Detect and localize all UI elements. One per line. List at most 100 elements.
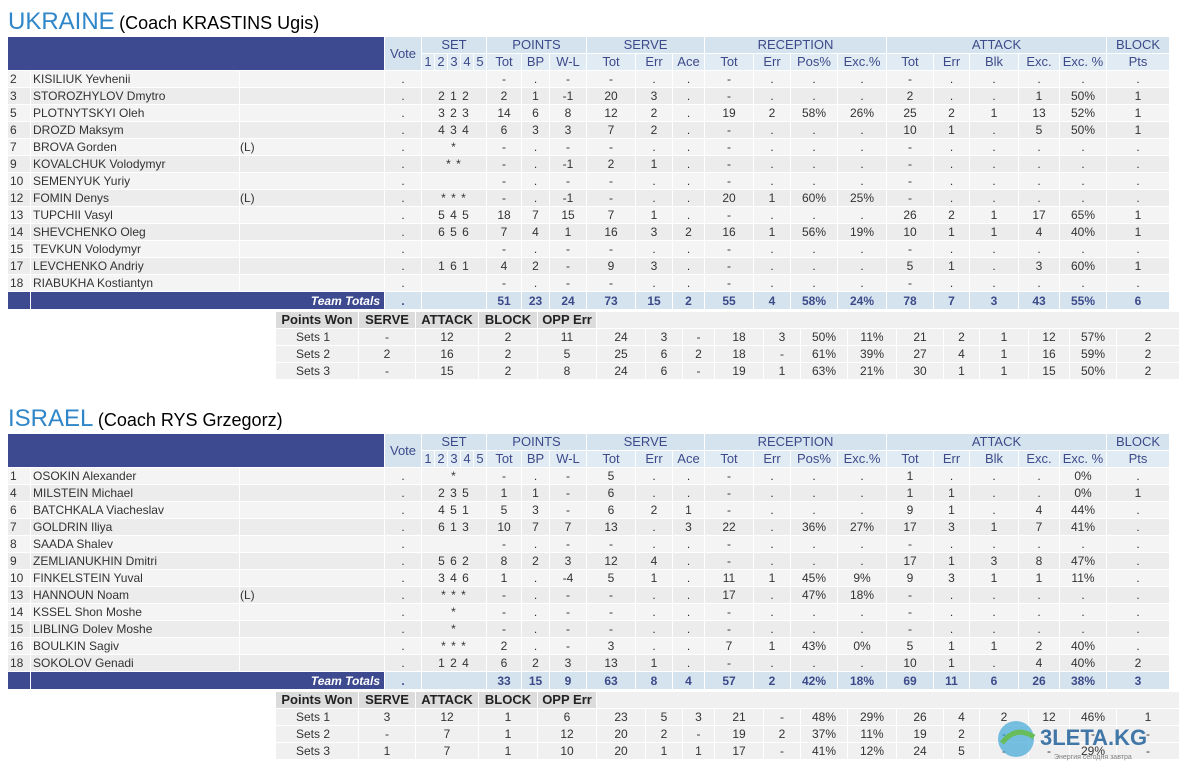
stat-b-pts: 1 (1107, 485, 1169, 501)
stat-r-pos: 56% (791, 224, 837, 240)
stat-p-tot: - (487, 621, 521, 637)
stat-a-blk: . (970, 604, 1018, 620)
stat-s-err: . (636, 241, 672, 257)
header-attack-col: Tot (887, 451, 933, 467)
stat-p-wl: 1 (550, 224, 586, 240)
player-vote: . (385, 638, 421, 654)
set-stat-serve: 2 (359, 346, 415, 362)
header-points-col: Tot (487, 54, 521, 70)
total-a-exc: 43 (1019, 292, 1059, 309)
stat-a-exc: . (1019, 241, 1059, 257)
set-stat-s-err: 6 (646, 363, 682, 379)
libero-tag: (L) (240, 587, 384, 603)
player-name: SAADA Shalev (31, 536, 239, 552)
player-row: 13 HANNOUN Noam (L). * * * -. - -.. 17. 47% 18% -.… (8, 587, 1169, 603)
player-sets (422, 536, 486, 552)
stat-p-tot: 5 (487, 502, 521, 518)
header-reception-col: Err (754, 54, 790, 70)
stat-a-err: 2 (934, 105, 969, 121)
stat-a-blk: . (970, 156, 1018, 172)
player-sets: 3 4 6 (422, 570, 486, 586)
stat-p-wl: - (550, 139, 586, 155)
total-b-pts: 6 (1107, 292, 1169, 309)
stat-a-err: 1 (934, 638, 969, 654)
set-stat-a-exc: 15 (1029, 363, 1069, 379)
stat-s-ace: . (673, 139, 704, 155)
stat-r-exc: . (838, 241, 886, 257)
stat-p-tot: - (487, 604, 521, 620)
sets-table: Points Won SERVE ATTACK BLOCK OPP Err Sets 1-… (275, 311, 1180, 380)
stat-p-bp: 7 (522, 207, 549, 223)
set-stat-opp: 10 (538, 743, 596, 759)
sets-header-cell: OPP Err (538, 692, 596, 708)
stat-s-ace: . (673, 71, 704, 87)
stat-a-excp: . (1060, 156, 1106, 172)
stat-a-exc: . (1019, 621, 1059, 637)
header-set-num: 4 (461, 54, 473, 70)
stat-p-tot: 1 (487, 570, 521, 586)
player-name: HANNOUN Noam (31, 587, 239, 603)
total-a-excp: 55% (1060, 292, 1106, 309)
libero-tag (240, 621, 384, 637)
totals-vote: . (385, 672, 421, 689)
stat-r-err: 2 (754, 105, 790, 121)
stat-s-tot: 5 (587, 468, 635, 484)
set-label: Sets 2 (276, 726, 358, 742)
stat-r-tot: - (705, 71, 753, 87)
stat-s-tot: - (587, 536, 635, 552)
stat-p-bp: 3 (522, 502, 549, 518)
stat-a-tot: - (887, 139, 933, 155)
stat-p-wl: - (550, 241, 586, 257)
stat-a-excp: . (1060, 190, 1106, 206)
set-stat-s-err: 5 (646, 709, 682, 725)
player-name: TEVKUN Volodymyr (31, 241, 239, 257)
stat-a-tot: - (887, 190, 933, 206)
team-stats-table: Vote SET POINTS SERVE RECEPTION ATTACK BLOCK 1 2… (7, 433, 1170, 690)
stat-s-err: 1 (636, 207, 672, 223)
header-attack-col: Exc. % (1060, 451, 1106, 467)
player-row: 6 DROZD Maksym. 4 3 4 6 3 3 7 2. -... 10 1. 5 50% 1 (8, 122, 1169, 138)
stat-a-blk: . (970, 655, 1018, 671)
stat-r-exc: 26% (838, 105, 886, 121)
stat-r-tot: - (705, 173, 753, 189)
stat-a-blk: . (970, 485, 1018, 501)
stat-s-err: . (636, 519, 672, 535)
stat-a-exc: . (1019, 173, 1059, 189)
stat-a-err: . (934, 275, 969, 291)
player-vote: . (385, 173, 421, 189)
stat-a-exc: . (1019, 468, 1059, 484)
stat-a-blk: . (970, 190, 1018, 206)
player-name: LIBLING Dolev Moshe (31, 621, 239, 637)
stat-r-err: . (754, 88, 790, 104)
player-row: 14 KSSEL Shon Moshe. * -. - -.. -... -..... (8, 604, 1169, 620)
header-reception-col: Tot (705, 451, 753, 467)
stat-a-tot: - (887, 621, 933, 637)
set-stat-r-err: 1 (764, 363, 800, 379)
stat-r-tot: - (705, 88, 753, 104)
stat-r-exc: . (838, 122, 886, 138)
stat-a-blk: . (970, 621, 1018, 637)
stat-a-excp: 0% (1060, 468, 1106, 484)
header-reception-col: Err (754, 451, 790, 467)
player-number: 17 (8, 258, 30, 274)
libero-tag (240, 156, 384, 172)
stat-r-tot: - (705, 468, 753, 484)
set-stat-attack: 12 (416, 709, 478, 725)
stat-r-err: . (754, 258, 790, 274)
player-vote: . (385, 88, 421, 104)
player-sets: * (422, 621, 486, 637)
stat-s-ace: . (673, 258, 704, 274)
stat-r-exc: . (838, 502, 886, 518)
player-row: 4 MILSTEIN Michael. 2 3 5 1 1-6.. -... 1 1.. 0% 1 (8, 485, 1169, 501)
stat-r-err: . (754, 275, 790, 291)
stat-a-tot: 10 (887, 655, 933, 671)
player-number: 8 (8, 536, 30, 552)
stat-a-err: . (934, 190, 969, 206)
set-stat-s-ace: - (683, 329, 714, 345)
set-stat-s-ace: 3 (683, 709, 714, 725)
stat-p-tot: 2 (487, 88, 521, 104)
team-totals-row: Team Totals. 33 15 9 63 8 4 57 2 42% 18% 69 11 6 26 38%… (8, 672, 1169, 689)
stat-s-err: . (636, 468, 672, 484)
stat-s-ace: . (673, 553, 704, 569)
stat-r-err: . (754, 536, 790, 552)
